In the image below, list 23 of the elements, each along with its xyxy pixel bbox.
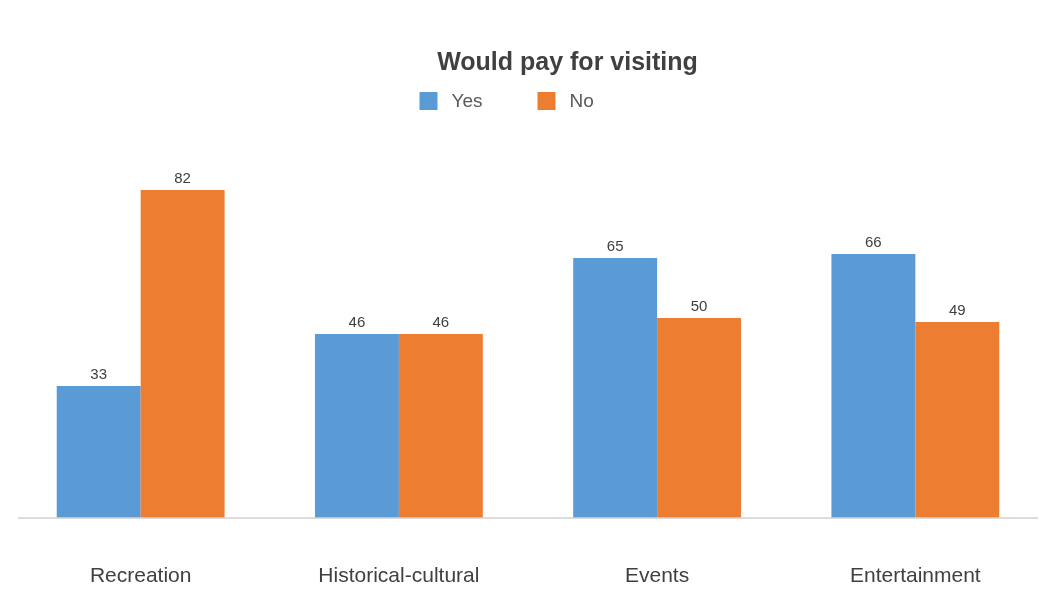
chart-title: Would pay for visiting (437, 47, 698, 75)
data-label: 33 (90, 365, 108, 382)
data-label: 66 (865, 233, 882, 250)
bar (915, 322, 1000, 518)
x-tick-label: Events (625, 563, 690, 586)
legend-label: Yes (451, 90, 483, 111)
bar (573, 258, 658, 518)
bar (398, 334, 483, 518)
x-tick-label: Historical-cultural (318, 563, 480, 586)
bar (56, 386, 141, 518)
data-label: 82 (174, 169, 191, 186)
data-label: 46 (432, 313, 450, 330)
bar (140, 190, 225, 518)
legend-label: No (569, 90, 594, 111)
bar (314, 334, 399, 518)
data-label: 46 (348, 313, 366, 330)
x-tick-label: Entertainment (849, 563, 981, 586)
data-label: 50 (690, 297, 708, 314)
bar (657, 318, 742, 518)
bar (831, 254, 916, 518)
data-label: 65 (606, 237, 624, 254)
x-tick-label: Recreation (89, 563, 192, 586)
data-label: 49 (948, 301, 966, 318)
